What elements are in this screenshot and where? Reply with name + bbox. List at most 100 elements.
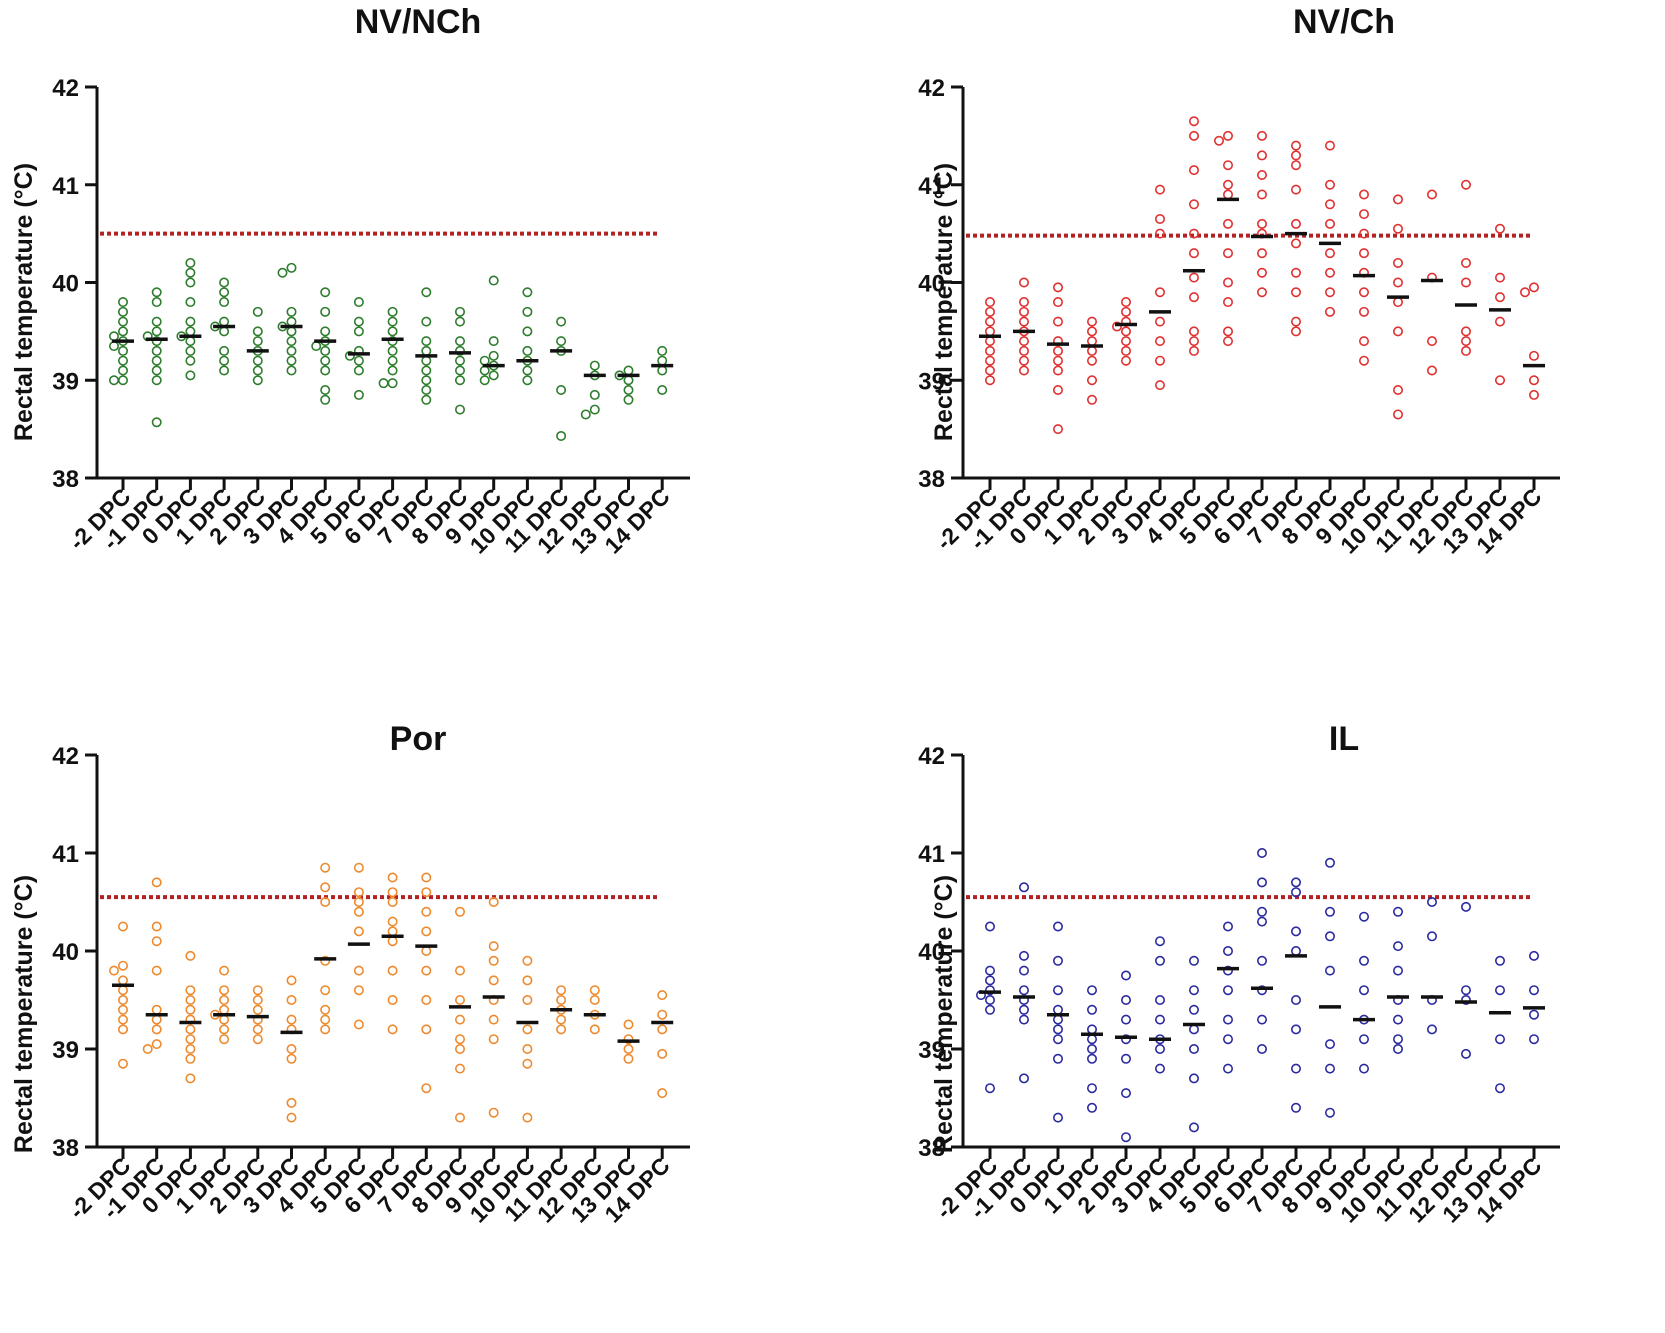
data-point	[1155, 1063, 1166, 1074]
data-point	[1257, 1014, 1268, 1025]
data-point	[522, 1112, 533, 1123]
data-point	[1053, 316, 1064, 327]
data-point	[522, 955, 533, 966]
data-point	[1461, 277, 1472, 288]
data-point	[118, 326, 129, 337]
data-point	[454, 994, 465, 1005]
data-point	[118, 345, 129, 356]
data-point	[454, 355, 465, 366]
data-point	[1257, 189, 1268, 200]
data-point	[1359, 1063, 1370, 1074]
data-point	[118, 960, 129, 971]
data-point	[1018, 1004, 1029, 1015]
data-point	[1121, 306, 1132, 317]
data-point	[1495, 223, 1506, 234]
data-point	[421, 872, 432, 883]
data-point	[984, 1004, 995, 1015]
data-point	[353, 965, 364, 976]
data-point	[984, 921, 995, 932]
data-point	[353, 926, 364, 937]
data-point	[142, 1044, 153, 1055]
data-point	[219, 326, 230, 337]
data-point	[522, 975, 533, 986]
data-point	[1359, 355, 1370, 366]
data-point	[378, 378, 389, 389]
data-point	[320, 394, 331, 405]
data-point	[344, 350, 355, 361]
data-point	[1325, 1107, 1336, 1118]
data-point	[252, 1004, 263, 1015]
data-point	[984, 336, 995, 347]
data-point	[1189, 165, 1200, 176]
data-point	[454, 375, 465, 386]
data-point	[1189, 228, 1200, 239]
data-point	[1359, 209, 1370, 220]
data-point	[219, 1024, 230, 1035]
data-point	[1087, 1034, 1098, 1045]
data-point	[151, 375, 162, 386]
data-point	[320, 287, 331, 298]
data-point	[984, 994, 995, 1005]
data-point	[556, 385, 567, 396]
data-point	[1359, 1034, 1370, 1045]
data-point	[1053, 297, 1064, 308]
data-point	[1223, 248, 1234, 259]
data-point	[320, 896, 331, 907]
data-point	[387, 306, 398, 317]
data-point	[454, 906, 465, 917]
data-point	[387, 916, 398, 927]
data-point	[151, 355, 162, 366]
data-point	[118, 355, 129, 366]
data-point	[556, 1014, 567, 1025]
data-point	[1393, 326, 1404, 337]
data-point	[1223, 985, 1234, 996]
data-point	[984, 326, 995, 337]
data-point	[984, 316, 995, 327]
data-point	[219, 1034, 230, 1045]
data-point	[320, 882, 331, 893]
data-point	[1223, 945, 1234, 956]
data-point	[580, 409, 591, 420]
data-point	[252, 355, 263, 366]
data-point	[1495, 955, 1506, 966]
data-point	[1257, 169, 1268, 180]
data-point	[1495, 985, 1506, 996]
data-point	[488, 1034, 499, 1045]
data-point	[488, 1014, 499, 1025]
data-point	[1121, 970, 1132, 981]
data-point	[623, 1019, 634, 1030]
data-point	[353, 355, 364, 366]
data-point	[1223, 1034, 1234, 1045]
data-point	[185, 985, 196, 996]
data-point	[320, 326, 331, 337]
data-point	[488, 336, 499, 347]
data-point	[118, 921, 129, 932]
data-point	[1053, 355, 1064, 366]
data-point	[522, 306, 533, 317]
data-point	[1393, 277, 1404, 288]
data-point	[1325, 906, 1336, 917]
data-point	[1018, 950, 1029, 961]
data-point	[1291, 140, 1302, 151]
data-point	[1495, 1083, 1506, 1094]
data-point	[454, 1112, 465, 1123]
data-point	[421, 965, 432, 976]
data-point	[1291, 1102, 1302, 1113]
data-point	[185, 1004, 196, 1015]
data-point	[421, 1083, 432, 1094]
data-point	[219, 994, 230, 1005]
data-point	[1121, 297, 1132, 308]
data-point	[657, 1088, 668, 1099]
data-point	[118, 375, 129, 386]
data-point	[320, 1004, 331, 1015]
data-point	[657, 1048, 668, 1059]
data-point	[556, 1024, 567, 1035]
data-point	[286, 326, 297, 337]
data-point	[1018, 316, 1029, 327]
data-point	[1018, 1073, 1029, 1084]
data-point	[185, 257, 196, 268]
data-point	[286, 994, 297, 1005]
data-point	[1018, 365, 1029, 376]
